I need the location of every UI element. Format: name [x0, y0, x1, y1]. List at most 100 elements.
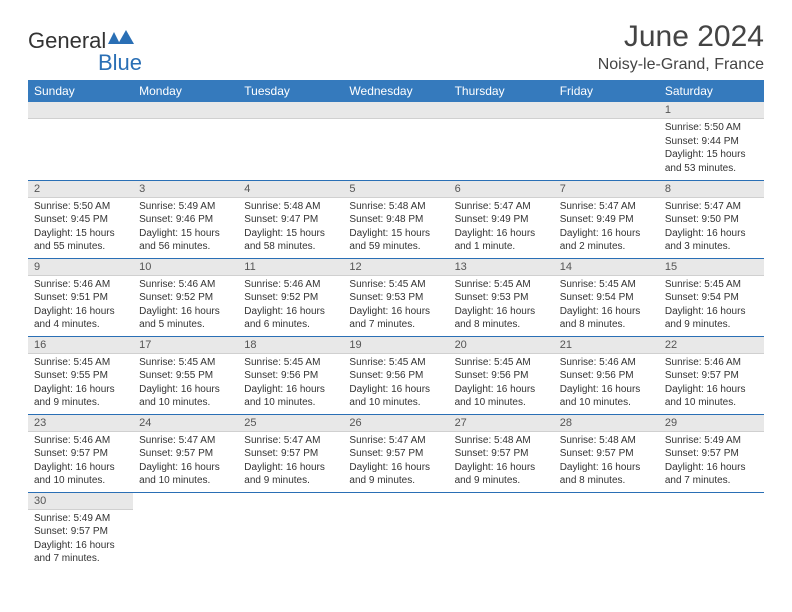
calendar-week-row: 16Sunrise: 5:45 AMSunset: 9:55 PMDayligh…: [28, 336, 764, 414]
calendar-day-cell: 9 Sunrise: 5:46 AMSunset: 9:51 PMDaylight…: [28, 258, 133, 336]
day-number: [659, 493, 764, 509]
day-number: 27: [449, 415, 554, 432]
daylight-text: Daylight: 16 hours and 9 minutes.: [34, 383, 127, 410]
sunrise-text: Sunrise: 5:47 AM: [560, 200, 653, 214]
sunset-text: Sunset: 9:57 PM: [455, 447, 548, 461]
calendar-day-cell: 11Sunrise: 5:46 AMSunset: 9:52 PMDayligh…: [238, 258, 343, 336]
day-number: 8: [659, 181, 764, 198]
sunrise-text: Sunrise: 5:47 AM: [244, 434, 337, 448]
sunset-text: Sunset: 9:57 PM: [665, 369, 758, 383]
day-header: Thursday: [449, 80, 554, 102]
sunset-text: Sunset: 9:52 PM: [244, 291, 337, 305]
day-details: Sunrise: 5:47 AMSunset: 9:57 PMDaylight:…: [133, 432, 238, 492]
day-number: 6: [449, 181, 554, 198]
calendar-day-cell: 25Sunrise: 5:47 AMSunset: 9:57 PMDayligh…: [238, 414, 343, 492]
day-details: Sunrise: 5:45 AMSunset: 9:56 PMDaylight:…: [449, 354, 554, 414]
calendar-week-row: 1Sunrise: 5:50 AMSunset: 9:44 PMDaylight…: [28, 102, 764, 180]
calendar-day-cell: [238, 492, 343, 570]
day-details: Sunrise: 5:46 AMSunset: 9:52 PMDaylight:…: [133, 276, 238, 336]
day-details: Sunrise: 5:45 AMSunset: 9:54 PMDaylight:…: [659, 276, 764, 336]
calendar-week-row: 23Sunrise: 5:46 AMSunset: 9:57 PMDayligh…: [28, 414, 764, 492]
day-details: Sunrise: 5:46 AMSunset: 9:57 PMDaylight:…: [659, 354, 764, 414]
calendar-day-cell: 10Sunrise: 5:46 AMSunset: 9:52 PMDayligh…: [133, 258, 238, 336]
sunrise-text: Sunrise: 5:48 AM: [349, 200, 442, 214]
day-number: 17: [133, 337, 238, 354]
daylight-text: Daylight: 16 hours and 10 minutes.: [139, 383, 232, 410]
daylight-text: Daylight: 16 hours and 3 minutes.: [665, 227, 758, 254]
day-details: Sunrise: 5:48 AMSunset: 9:48 PMDaylight:…: [343, 198, 448, 258]
sunset-text: Sunset: 9:49 PM: [560, 213, 653, 227]
sunrise-text: Sunrise: 5:48 AM: [244, 200, 337, 214]
daylight-text: Daylight: 16 hours and 10 minutes.: [34, 461, 127, 488]
calendar-day-cell: 27Sunrise: 5:48 AMSunset: 9:57 PMDayligh…: [449, 414, 554, 492]
day-number: 10: [133, 259, 238, 276]
day-header: Sunday: [28, 80, 133, 102]
sunset-text: Sunset: 9:52 PM: [139, 291, 232, 305]
sunrise-text: Sunrise: 5:46 AM: [34, 278, 127, 292]
sunset-text: Sunset: 9:57 PM: [560, 447, 653, 461]
day-number: [554, 493, 659, 509]
sunrise-text: Sunrise: 5:45 AM: [34, 356, 127, 370]
day-header: Saturday: [659, 80, 764, 102]
day-details: Sunrise: 5:46 AMSunset: 9:52 PMDaylight:…: [238, 276, 343, 336]
day-details: Sunrise: 5:49 AMSunset: 9:57 PMDaylight:…: [659, 432, 764, 492]
calendar-day-cell: 18Sunrise: 5:45 AMSunset: 9:56 PMDayligh…: [238, 336, 343, 414]
sunset-text: Sunset: 9:54 PM: [665, 291, 758, 305]
daylight-text: Daylight: 16 hours and 4 minutes.: [34, 305, 127, 332]
daylight-text: Daylight: 16 hours and 7 minutes.: [34, 539, 127, 566]
day-number: [238, 102, 343, 119]
daylight-text: Daylight: 16 hours and 6 minutes.: [244, 305, 337, 332]
calendar-day-cell: [449, 492, 554, 570]
sunrise-text: Sunrise: 5:49 AM: [34, 512, 127, 526]
day-header: Friday: [554, 80, 659, 102]
calendar-day-cell: [343, 492, 448, 570]
day-details: Sunrise: 5:48 AMSunset: 9:57 PMDaylight:…: [554, 432, 659, 492]
day-number: [449, 102, 554, 119]
calendar-day-cell: 26Sunrise: 5:47 AMSunset: 9:57 PMDayligh…: [343, 414, 448, 492]
day-number: 29: [659, 415, 764, 432]
calendar-day-cell: 19Sunrise: 5:45 AMSunset: 9:56 PMDayligh…: [343, 336, 448, 414]
sunset-text: Sunset: 9:45 PM: [34, 213, 127, 227]
day-details: Sunrise: 5:45 AMSunset: 9:54 PMDaylight:…: [554, 276, 659, 336]
sunrise-text: Sunrise: 5:47 AM: [139, 434, 232, 448]
day-number: 28: [554, 415, 659, 432]
sunrise-text: Sunrise: 5:46 AM: [665, 356, 758, 370]
calendar-day-cell: 22Sunrise: 5:46 AMSunset: 9:57 PMDayligh…: [659, 336, 764, 414]
calendar-day-cell: [449, 102, 554, 180]
day-number: 19: [343, 337, 448, 354]
sunrise-text: Sunrise: 5:45 AM: [349, 356, 442, 370]
daylight-text: Daylight: 16 hours and 8 minutes.: [455, 305, 548, 332]
sunrise-text: Sunrise: 5:45 AM: [665, 278, 758, 292]
calendar-day-cell: [238, 102, 343, 180]
day-number: 26: [343, 415, 448, 432]
sunset-text: Sunset: 9:51 PM: [34, 291, 127, 305]
sunrise-text: Sunrise: 5:49 AM: [139, 200, 232, 214]
day-number: 9: [28, 259, 133, 276]
sunset-text: Sunset: 9:53 PM: [349, 291, 442, 305]
sunrise-text: Sunrise: 5:45 AM: [455, 356, 548, 370]
day-number: 14: [554, 259, 659, 276]
calendar-table: Sunday Monday Tuesday Wednesday Thursday…: [28, 80, 764, 570]
day-number: 4: [238, 181, 343, 198]
sunset-text: Sunset: 9:57 PM: [349, 447, 442, 461]
day-details: Sunrise: 5:49 AMSunset: 9:46 PMDaylight:…: [133, 198, 238, 258]
sunrise-text: Sunrise: 5:45 AM: [455, 278, 548, 292]
day-number: 16: [28, 337, 133, 354]
calendar-week-row: 2Sunrise: 5:50 AMSunset: 9:45 PMDaylight…: [28, 180, 764, 258]
calendar-day-cell: 20Sunrise: 5:45 AMSunset: 9:56 PMDayligh…: [449, 336, 554, 414]
day-number: 23: [28, 415, 133, 432]
sunset-text: Sunset: 9:48 PM: [349, 213, 442, 227]
sunset-text: Sunset: 9:57 PM: [139, 447, 232, 461]
sunset-text: Sunset: 9:54 PM: [560, 291, 653, 305]
day-details: Sunrise: 5:49 AMSunset: 9:57 PMDaylight:…: [28, 510, 133, 570]
calendar-day-cell: 15Sunrise: 5:45 AMSunset: 9:54 PMDayligh…: [659, 258, 764, 336]
daylight-text: Daylight: 16 hours and 10 minutes.: [244, 383, 337, 410]
sunset-text: Sunset: 9:47 PM: [244, 213, 337, 227]
day-number: 3: [133, 181, 238, 198]
day-details: Sunrise: 5:50 AMSunset: 9:45 PMDaylight:…: [28, 198, 133, 258]
day-details: Sunrise: 5:47 AMSunset: 9:57 PMDaylight:…: [238, 432, 343, 492]
day-number: [28, 102, 133, 119]
day-number: 7: [554, 181, 659, 198]
sunrise-text: Sunrise: 5:47 AM: [665, 200, 758, 214]
day-number: [343, 493, 448, 509]
